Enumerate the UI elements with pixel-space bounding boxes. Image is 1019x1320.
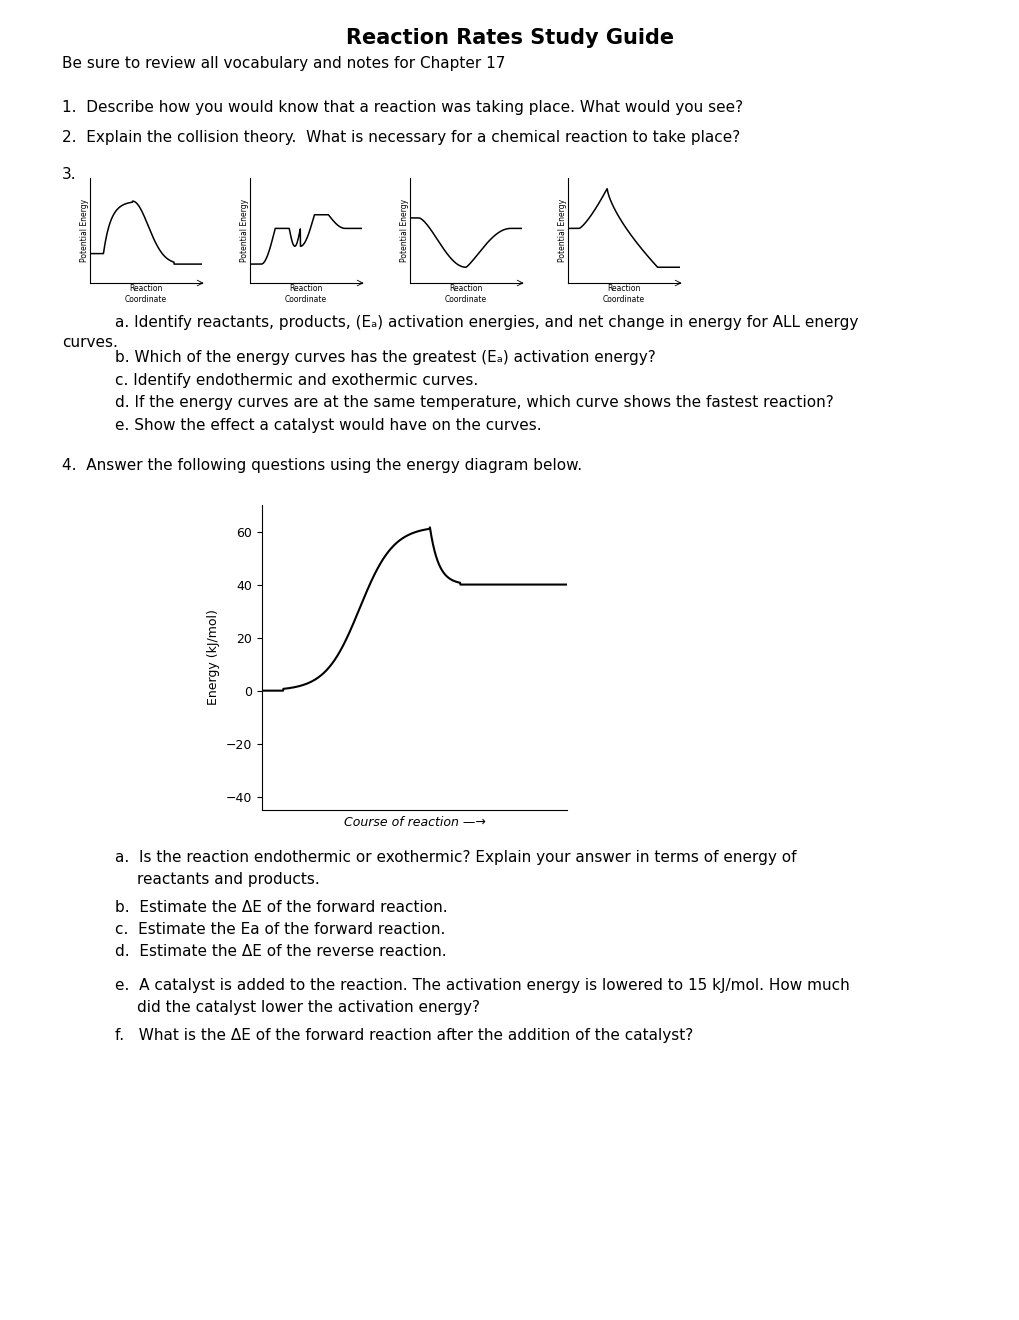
X-axis label: Reaction
Coordinate: Reaction Coordinate xyxy=(284,284,327,304)
Text: b. Which of the energy curves has the greatest (Eₐ) activation energy?: b. Which of the energy curves has the gr… xyxy=(115,350,655,366)
Text: c. Identify endothermic and exothermic curves.: c. Identify endothermic and exothermic c… xyxy=(115,374,478,388)
Text: Be sure to review all vocabulary and notes for Chapter 17: Be sure to review all vocabulary and not… xyxy=(62,55,504,71)
Y-axis label: Potential Energy: Potential Energy xyxy=(557,199,567,263)
Text: Reaction Rates Study Guide: Reaction Rates Study Guide xyxy=(345,28,674,48)
Text: 3.: 3. xyxy=(62,168,76,182)
Text: c.  Estimate the Ea of the forward reaction.: c. Estimate the Ea of the forward reacti… xyxy=(115,921,445,937)
Text: d. If the energy curves are at the same temperature, which curve shows the faste: d. If the energy curves are at the same … xyxy=(115,395,833,411)
Text: a.  Is the reaction endothermic or exothermic? Explain your answer in terms of e: a. Is the reaction endothermic or exothe… xyxy=(115,850,796,865)
Y-axis label: Potential Energy: Potential Energy xyxy=(239,199,249,263)
Text: did the catalyst lower the activation energy?: did the catalyst lower the activation en… xyxy=(137,1001,480,1015)
Text: reactants and products.: reactants and products. xyxy=(137,873,319,887)
Text: a. Identify reactants, products, (Eₐ) activation energies, and net change in ene: a. Identify reactants, products, (Eₐ) ac… xyxy=(115,315,858,330)
Text: 2.  Explain the collision theory.  What is necessary for a chemical reaction to : 2. Explain the collision theory. What is… xyxy=(62,129,740,145)
Y-axis label: Potential Energy: Potential Energy xyxy=(399,199,409,263)
Text: 1.  Describe how you would know that a reaction was taking place. What would you: 1. Describe how you would know that a re… xyxy=(62,100,743,115)
Text: b.  Estimate the ΔE of the forward reaction.: b. Estimate the ΔE of the forward reacti… xyxy=(115,900,447,915)
Text: curves.: curves. xyxy=(62,335,118,350)
X-axis label: Course of reaction —→: Course of reaction —→ xyxy=(343,816,485,829)
Y-axis label: Potential Energy: Potential Energy xyxy=(79,199,89,263)
X-axis label: Reaction
Coordinate: Reaction Coordinate xyxy=(124,284,167,304)
Text: e.  A catalyst is added to the reaction. The activation energy is lowered to 15 : e. A catalyst is added to the reaction. … xyxy=(115,978,849,993)
X-axis label: Reaction
Coordinate: Reaction Coordinate xyxy=(602,284,644,304)
Y-axis label: Energy (kJ/mol): Energy (kJ/mol) xyxy=(207,610,220,705)
Text: f.   What is the ΔE of the forward reaction after the addition of the catalyst?: f. What is the ΔE of the forward reactio… xyxy=(115,1028,693,1043)
Text: 4.  Answer the following questions using the energy diagram below.: 4. Answer the following questions using … xyxy=(62,458,582,473)
X-axis label: Reaction
Coordinate: Reaction Coordinate xyxy=(444,284,487,304)
Text: e. Show the effect a catalyst would have on the curves.: e. Show the effect a catalyst would have… xyxy=(115,418,541,433)
Text: d.  Estimate the ΔE of the reverse reaction.: d. Estimate the ΔE of the reverse reacti… xyxy=(115,944,446,960)
